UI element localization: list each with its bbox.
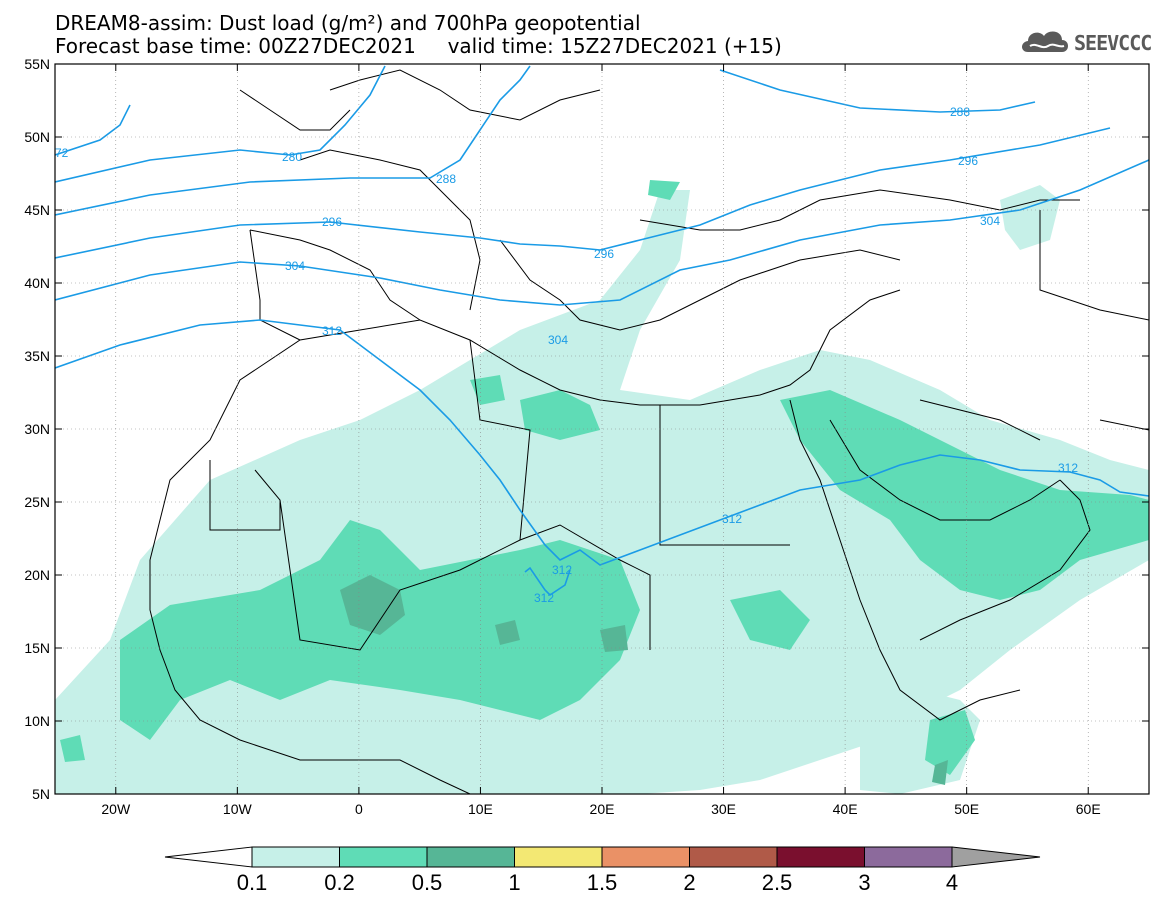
contour-label: 312 (1058, 461, 1078, 475)
dust-field-0.5 (340, 575, 948, 785)
x-tick-label: 40E (833, 801, 858, 817)
colorbar-label: 0.1 (237, 870, 268, 895)
colorbar-box (426, 846, 515, 868)
colorbar-label: 3 (858, 870, 870, 895)
colorbar-box (251, 846, 340, 868)
x-axis: 20W 10W 0 10E 20E 30E 40E 50E 60E (101, 64, 1101, 817)
contour-labels: 72 280 288 296 304 312 288 296 304 296 3… (55, 105, 1078, 605)
colorbar-box (601, 846, 690, 868)
contour-label: 304 (548, 333, 568, 347)
y-tick-label: 15N (24, 640, 50, 656)
x-tick-label: 10W (223, 801, 253, 817)
y-tick-label: 20N (24, 567, 50, 583)
y-tick-label: 45N (24, 202, 50, 218)
map-title: DREAM8-assim: Dust load (g/m²) and 700hP… (55, 11, 641, 35)
contour-label: 312 (552, 563, 572, 577)
colorbar-label: 0.5 (412, 870, 443, 895)
colorbar-box (689, 846, 778, 868)
y-axis: 55N 50N 45N 40N 35N 30N 25N 20N 15N 10N 5N (24, 56, 1149, 802)
map-grid (55, 64, 1149, 794)
colorbar-box (339, 846, 428, 868)
x-tick-label: 0 (355, 801, 363, 817)
geopotential-contours (55, 65, 1149, 597)
colorbar-label: 0.2 (324, 870, 355, 895)
colorbar-label: 2.5 (762, 870, 793, 895)
y-tick-label: 50N (24, 129, 50, 145)
contour-label: 312 (534, 591, 554, 605)
colorbar-box (864, 846, 953, 868)
y-tick-label: 30N (24, 421, 50, 437)
colorbar-over-arrow (951, 846, 1041, 868)
contour-label: 72 (55, 146, 69, 160)
colorbar-under-arrow (164, 846, 253, 868)
dust-field-0.2 (60, 180, 1149, 775)
colorbar-box (776, 846, 865, 868)
colorbar-label: 4 (946, 870, 958, 895)
contour-label: 296 (958, 154, 978, 168)
coastlines (149, 69, 1149, 794)
x-tick-label: 50E (954, 801, 979, 817)
x-tick-label: 30E (711, 801, 736, 817)
x-tick-label: 20E (590, 801, 615, 817)
contour-label: 304 (980, 214, 1000, 228)
y-tick-label: 5N (32, 786, 50, 802)
cloud-logo-icon (1022, 31, 1068, 52)
contour-label: 296 (322, 215, 342, 229)
y-tick-label: 25N (24, 494, 50, 510)
contour-label: 312 (322, 324, 342, 338)
y-tick-label: 40N (24, 275, 50, 291)
colorbar-box (514, 846, 603, 868)
colorbar-label: 1 (508, 870, 520, 895)
y-tick-label: 10N (24, 713, 50, 729)
contour-label: 288 (436, 172, 456, 186)
y-tick-label: 55N (24, 56, 50, 72)
contour-label: 296 (594, 247, 614, 261)
contour-label: 288 (950, 105, 970, 119)
contour-label: 304 (285, 259, 305, 273)
colorbar-label: 1.5 (587, 870, 618, 895)
seevccc-logo: SEEVCCC (1018, 24, 1158, 58)
logo-text: SEEVCCC (1074, 31, 1152, 55)
colorbar-label: 2 (683, 870, 695, 895)
x-tick-label: 60E (1076, 801, 1101, 817)
y-tick-label: 35N (24, 348, 50, 364)
contour-label: 280 (282, 150, 302, 164)
x-tick-label: 10E (468, 801, 493, 817)
map-subtitle: Forecast base time: 00Z27DEC2021 valid t… (55, 34, 782, 58)
contour-label: 312 (722, 512, 742, 526)
colorbar: 0.1 0.2 0.5 1 1.5 2 2.5 3 4 (164, 846, 1041, 895)
x-tick-label: 20W (101, 801, 131, 817)
